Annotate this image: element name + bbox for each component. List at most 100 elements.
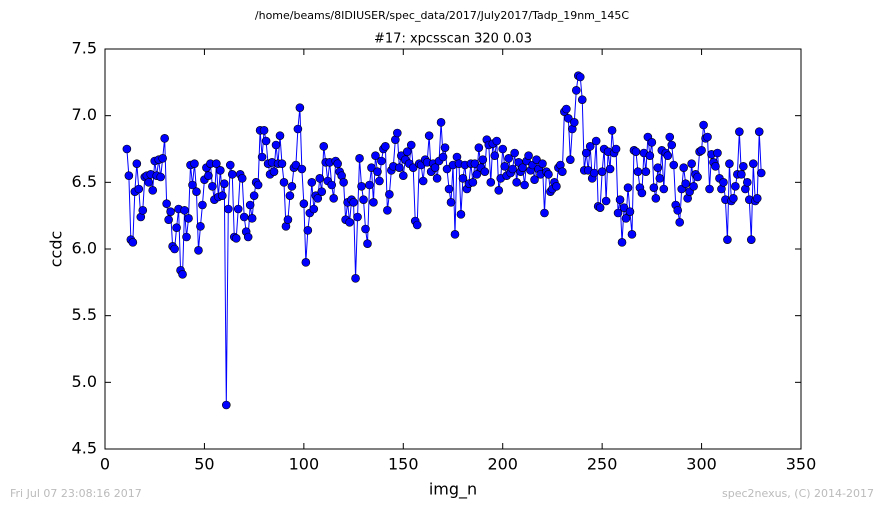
data-point [231, 234, 241, 243]
data-point [184, 214, 193, 223]
data-point [711, 162, 720, 171]
data-point [373, 167, 382, 176]
y-tick-label: 4.5 [72, 439, 97, 458]
data-point [160, 134, 169, 143]
data-point [383, 206, 392, 215]
data-point [190, 159, 199, 168]
data-point [735, 127, 744, 136]
data-point [192, 187, 201, 196]
data-point [739, 162, 748, 171]
data-point [748, 159, 758, 168]
data-point [128, 238, 138, 247]
data-point [687, 159, 696, 168]
data-point [627, 230, 637, 239]
data-point [406, 140, 416, 150]
data-point [227, 170, 237, 179]
data-point [663, 151, 673, 160]
data-point [198, 200, 207, 210]
data-point [492, 136, 502, 146]
data-point [625, 207, 635, 216]
data-point [653, 163, 663, 172]
data-point [641, 167, 651, 176]
data-point [697, 146, 706, 155]
data-point [164, 215, 173, 224]
data-point [540, 208, 549, 218]
data-point [623, 183, 633, 192]
data-point [647, 138, 657, 147]
data-point [148, 186, 158, 195]
data-point [339, 178, 348, 187]
data-point [247, 214, 257, 223]
data-point [693, 172, 702, 182]
data-point [737, 170, 746, 179]
data-point [430, 163, 440, 172]
data-point [402, 147, 412, 156]
data-point [669, 160, 679, 170]
footer-right: spec2nexus, (C) 2014-2017 [722, 487, 874, 500]
data-point [313, 194, 323, 203]
data-point [518, 163, 527, 172]
x-tick-label: 50 [194, 455, 214, 474]
data-point [617, 238, 627, 247]
data-point [393, 128, 402, 138]
data-point [508, 164, 517, 174]
data-point [355, 154, 364, 163]
data-point [498, 144, 508, 154]
data-point [158, 154, 167, 163]
data-point [363, 239, 372, 248]
y-tick-label: 6.5 [72, 172, 97, 191]
data-point [442, 164, 452, 174]
data-point [257, 152, 267, 162]
data-point [297, 164, 307, 174]
data-point [371, 151, 380, 160]
data-point [601, 196, 611, 206]
data-point [353, 212, 362, 222]
data-point [225, 160, 235, 170]
data-point [538, 159, 547, 168]
data-point [385, 190, 394, 199]
x-tick-label: 250 [587, 455, 618, 474]
data-point [359, 195, 368, 204]
data-point [134, 184, 144, 194]
data-point [571, 86, 581, 95]
data-point [679, 163, 688, 172]
data-point [552, 182, 561, 191]
x-tick-label: 350 [786, 455, 817, 474]
data-point [510, 148, 519, 158]
data-point [271, 140, 281, 150]
data-point [285, 191, 295, 200]
data-point [138, 206, 148, 215]
data-point [743, 178, 752, 187]
data-point [456, 210, 466, 219]
data-point [532, 155, 541, 164]
data-point [575, 72, 585, 82]
data-point [705, 184, 714, 194]
data-point [490, 151, 500, 160]
data-point [122, 144, 132, 154]
data-point [637, 188, 647, 198]
data-point [752, 194, 762, 203]
data-point [319, 142, 329, 151]
data-point [398, 171, 408, 180]
data-point [259, 126, 269, 135]
data-point [315, 174, 325, 183]
x-tick-label: 150 [388, 455, 419, 474]
data-point [291, 160, 301, 170]
data-point [261, 136, 271, 146]
data-point [375, 176, 384, 186]
data-point [611, 144, 621, 154]
data-point [204, 171, 213, 180]
data-point [675, 218, 684, 227]
data-point [436, 118, 446, 127]
data-point [713, 148, 722, 158]
data-point [287, 182, 297, 191]
y-tick-label: 7.0 [72, 105, 97, 124]
data-point [303, 226, 313, 235]
data-point [478, 155, 488, 164]
data-point [329, 194, 338, 203]
data-point [450, 230, 460, 239]
data-point [703, 132, 712, 142]
data-point [253, 180, 263, 190]
data-point [218, 191, 227, 200]
